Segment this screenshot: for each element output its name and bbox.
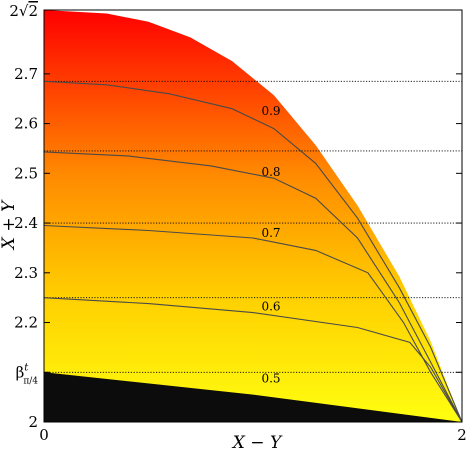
x-tick-label: 2 — [457, 426, 467, 444]
y-tick-label: 2 — [28, 413, 38, 431]
y-tick-label: 2.4 — [14, 214, 38, 232]
x-axis-title: X − Y — [231, 433, 283, 453]
y-tick-label: 2.6 — [14, 115, 38, 133]
contour-label-0.8: 0.8 — [261, 165, 280, 179]
y-tick-label: 2.2 — [14, 314, 38, 332]
contour-line-0.9 — [43, 80, 463, 423]
y-tick-label: 2.3 — [14, 264, 38, 282]
y-tick-label-top: 2√2 — [9, 2, 38, 20]
y-tick-label: 2.5 — [14, 164, 38, 182]
excluded-region — [44, 372, 462, 422]
contour-label-0.7: 0.7 — [261, 226, 280, 240]
contour-label-0.6: 0.6 — [261, 300, 280, 314]
contour-label-0.9: 0.9 — [261, 104, 280, 118]
y-tick-label: 2.7 — [14, 65, 38, 83]
y-tick-label-beta: βt π/4 — [16, 362, 39, 386]
contour-line-0.6 — [43, 297, 463, 423]
heat-region — [44, 10, 462, 422]
x-tick-label: 0 — [39, 426, 49, 444]
contour-line-0.8 — [43, 151, 463, 423]
y-axis-title: X + Y — [0, 199, 19, 251]
contour-line-0.7 — [43, 224, 463, 423]
contour-label-0.5: 0.5 — [261, 372, 280, 386]
plot-frame — [43, 9, 463, 423]
